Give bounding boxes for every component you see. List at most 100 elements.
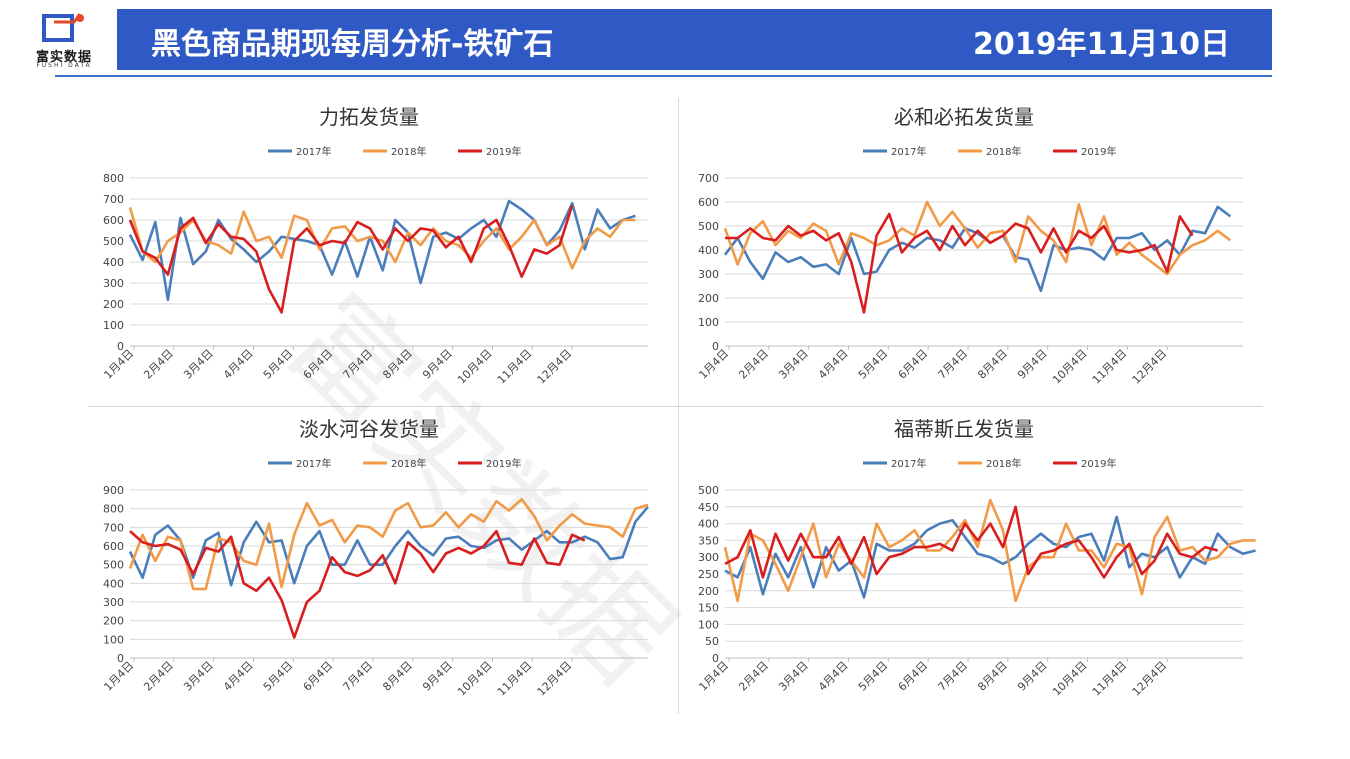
legend-label: 2017年 bbox=[296, 457, 331, 470]
report-date: 2019年11月10日 bbox=[973, 27, 1230, 62]
legend-label: 2018年 bbox=[986, 457, 1021, 470]
series-line-2018年 bbox=[128, 498, 649, 591]
y-tick-label: 300 bbox=[103, 596, 124, 609]
series-line-2017年 bbox=[723, 205, 1232, 293]
x-tick-label: 11月4日 bbox=[1090, 659, 1130, 699]
y-tick-label: 900 bbox=[103, 484, 124, 497]
y-tick-label: 0 bbox=[117, 340, 124, 353]
x-tick-label: 6月4日 bbox=[301, 659, 336, 694]
y-tick-label: 400 bbox=[103, 256, 124, 269]
series-line-2018年 bbox=[723, 498, 1256, 603]
x-tick-label: 12月4日 bbox=[1130, 659, 1170, 699]
x-tick-label: 3月4日 bbox=[776, 347, 811, 382]
x-tick-label: 3月4日 bbox=[181, 659, 216, 694]
x-tick-label: 9月4日 bbox=[420, 347, 455, 382]
legend-label: 2019年 bbox=[486, 457, 521, 470]
series-line-2019年 bbox=[128, 204, 574, 314]
y-tick-label: 400 bbox=[698, 518, 719, 531]
x-tick-label: 2月4日 bbox=[141, 659, 176, 694]
y-tick-label: 500 bbox=[103, 235, 124, 248]
x-tick-label: 6月4日 bbox=[896, 659, 931, 694]
series-line-2017年 bbox=[128, 505, 649, 587]
x-tick-label: 10月4日 bbox=[1050, 347, 1090, 387]
chart-vale: 淡水河谷发货量 2017年 2018年 2019年 0 100 200 300 400 500 60… bbox=[101, 417, 649, 699]
legend-item: 2017年 bbox=[268, 457, 331, 470]
logo-mark-icon bbox=[42, 13, 84, 42]
x-tick-label: 8月4日 bbox=[975, 347, 1010, 382]
series-line-2018年 bbox=[128, 207, 636, 270]
y-tick-label: 400 bbox=[103, 577, 124, 590]
y-tick-label: 500 bbox=[698, 220, 719, 233]
y-tick-label: 700 bbox=[103, 521, 124, 534]
x-tick-label: 9月4日 bbox=[420, 659, 455, 694]
y-tick-label: 700 bbox=[103, 193, 124, 206]
legend-item: 2019年 bbox=[458, 145, 521, 158]
panel-divider-horizontal bbox=[88, 406, 1263, 407]
legend-label: 2019年 bbox=[486, 145, 521, 158]
chart-fmg: 福蒂斯丘发货量 2017年 2018年 2019年 0 50 100 150 200 250 300… bbox=[696, 417, 1256, 699]
y-tick-label: 200 bbox=[103, 298, 124, 311]
x-tick-label: 10月4日 bbox=[455, 347, 495, 387]
y-tick-label: 700 bbox=[698, 172, 719, 185]
y-tick-label: 600 bbox=[103, 214, 124, 227]
legend-label: 2018年 bbox=[986, 145, 1021, 158]
series-line-2019年 bbox=[129, 529, 586, 639]
x-tick-label: 2月4日 bbox=[141, 347, 176, 382]
legend-item: 2017年 bbox=[863, 145, 926, 158]
y-tick-label: 500 bbox=[103, 559, 124, 572]
y-tick-label: 300 bbox=[103, 277, 124, 290]
x-tick-label: 6月4日 bbox=[301, 347, 336, 382]
legend-label: 2017年 bbox=[296, 145, 331, 158]
legend-item: 2018年 bbox=[363, 457, 426, 470]
page-title: 黑色商品期现每周分析-铁矿石 bbox=[151, 27, 554, 62]
legend-item: 2018年 bbox=[958, 145, 1021, 158]
y-tick-label: 100 bbox=[698, 618, 719, 631]
x-tick-label: 5月4日 bbox=[261, 659, 296, 694]
legend-item: 2017年 bbox=[863, 457, 926, 470]
logo-subtext: FUSHI DATA bbox=[36, 62, 92, 69]
x-tick-label: 12月4日 bbox=[535, 659, 575, 699]
x-tick-label: 12月4日 bbox=[1130, 347, 1170, 387]
legend-label: 2017年 bbox=[891, 457, 926, 470]
x-tick-label: 4月4日 bbox=[816, 659, 851, 694]
x-tick-label: 4月4日 bbox=[816, 347, 851, 382]
legend-label: 2018年 bbox=[391, 457, 426, 470]
series-line-2019年 bbox=[724, 505, 1219, 579]
x-tick-label: 8月4日 bbox=[380, 659, 415, 694]
company-logo: 富实数据 FUSHI DATA bbox=[14, 8, 114, 70]
chart-title: 福蒂斯丘发货量 bbox=[894, 417, 1034, 441]
y-tick-label: 100 bbox=[103, 319, 124, 332]
y-tick-label: 50 bbox=[705, 635, 719, 648]
x-tick-label: 9月4日 bbox=[1015, 659, 1050, 694]
legend-item: 2018年 bbox=[958, 457, 1021, 470]
legend-label: 2019年 bbox=[1081, 457, 1116, 470]
legend-label: 2017年 bbox=[891, 145, 926, 158]
y-tick-label: 800 bbox=[103, 503, 124, 516]
legend-item: 2018年 bbox=[363, 145, 426, 158]
x-tick-label: 11月4日 bbox=[495, 659, 535, 699]
header-rule bbox=[55, 75, 1272, 77]
y-tick-label: 200 bbox=[103, 615, 124, 628]
y-tick-label: 800 bbox=[103, 172, 124, 185]
series-line-2019年 bbox=[725, 212, 1194, 314]
y-tick-label: 100 bbox=[698, 316, 719, 329]
logo-text: 富实数据 bbox=[35, 50, 92, 65]
y-tick-label: 300 bbox=[698, 268, 719, 281]
x-tick-label: 7月4日 bbox=[935, 347, 970, 382]
legend-item: 2019年 bbox=[1053, 145, 1116, 158]
y-tick-label: 500 bbox=[698, 484, 719, 497]
y-tick-label: 0 bbox=[117, 652, 124, 665]
y-tick-label: 350 bbox=[698, 534, 719, 547]
chart-bhp: 必和必拓发货量 2017年 2018年 2019年 0 100 200 300 400 500 60… bbox=[696, 105, 1243, 387]
chart-title: 力拓发货量 bbox=[319, 105, 419, 129]
x-tick-label: 5月4日 bbox=[261, 347, 296, 382]
series-line-2018年 bbox=[723, 200, 1232, 276]
x-tick-label: 10月4日 bbox=[1050, 659, 1090, 699]
y-tick-label: 200 bbox=[698, 292, 719, 305]
legend-item: 2017年 bbox=[268, 145, 331, 158]
x-tick-label: 11月4日 bbox=[1090, 347, 1130, 387]
chart-title: 必和必拓发货量 bbox=[894, 105, 1034, 129]
x-tick-label: 2月4日 bbox=[736, 347, 771, 382]
y-tick-label: 600 bbox=[698, 196, 719, 209]
legend-label: 2019年 bbox=[1081, 145, 1116, 158]
